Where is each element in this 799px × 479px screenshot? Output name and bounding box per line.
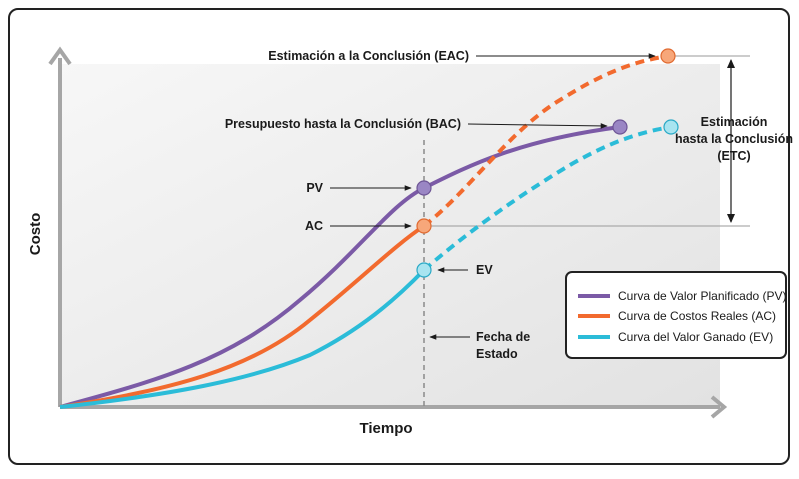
status-date-label-line2: Estado <box>476 347 518 361</box>
ev-curve-actual <box>59 268 426 409</box>
x-axis-title: Tiempo <box>359 420 412 437</box>
eac-label: Estimación a la Conclusión (EAC) <box>268 49 469 63</box>
ac-marker-icon <box>416 218 432 234</box>
etc-label-line1: Estimación <box>701 115 768 129</box>
legend-item-pv: Curva de Valor Planificado (PV) <box>578 289 787 303</box>
etc-arrow-up-icon <box>727 59 735 68</box>
ev-label: EV <box>476 263 493 277</box>
ev-marker-icon <box>416 262 432 278</box>
x-axis-arrow-icon <box>710 395 728 419</box>
etc-label-line3: (ETC) <box>717 149 750 163</box>
legend-item-ev: Curva del Valor Ganado (EV) <box>578 330 773 344</box>
bac-label: Presupuesto hasta la Conclusión (BAC) <box>225 117 461 131</box>
eac-marker-icon <box>660 48 676 64</box>
bac-arrow-icon <box>467 123 608 129</box>
y-axis-title: Costo <box>27 213 44 256</box>
ac-label: AC <box>305 219 323 233</box>
ac-curve-actual <box>59 224 426 409</box>
legend-label-ev: Curva del Valor Ganado (EV) <box>618 330 773 344</box>
etc-arrow-down-icon <box>727 214 735 223</box>
pv-marker-icon <box>416 180 432 196</box>
legend-item-ac: Curva de Costos Reales (AC) <box>578 309 776 323</box>
legend-label-ac: Curva de Costos Reales (AC) <box>618 309 776 323</box>
axes <box>48 46 728 419</box>
etc-label-line2: hasta la Conclusión <box>675 132 793 146</box>
legend-box <box>565 271 787 359</box>
pv-label: PV <box>306 181 323 195</box>
legend-label-pv: Curva de Valor Planificado (PV) <box>618 289 787 303</box>
ev-curve-forecast <box>422 125 672 272</box>
etc-end-marker-icon <box>663 119 679 135</box>
pv-curve <box>59 125 621 409</box>
legend: Curva de Valor Planificado (PV) Curva de… <box>565 271 787 359</box>
status-date-label-line1: Fecha de <box>476 330 530 344</box>
ac-curve-forecast <box>422 54 669 228</box>
y-axis-arrow-icon <box>48 46 72 66</box>
bac-marker-icon <box>612 119 628 135</box>
